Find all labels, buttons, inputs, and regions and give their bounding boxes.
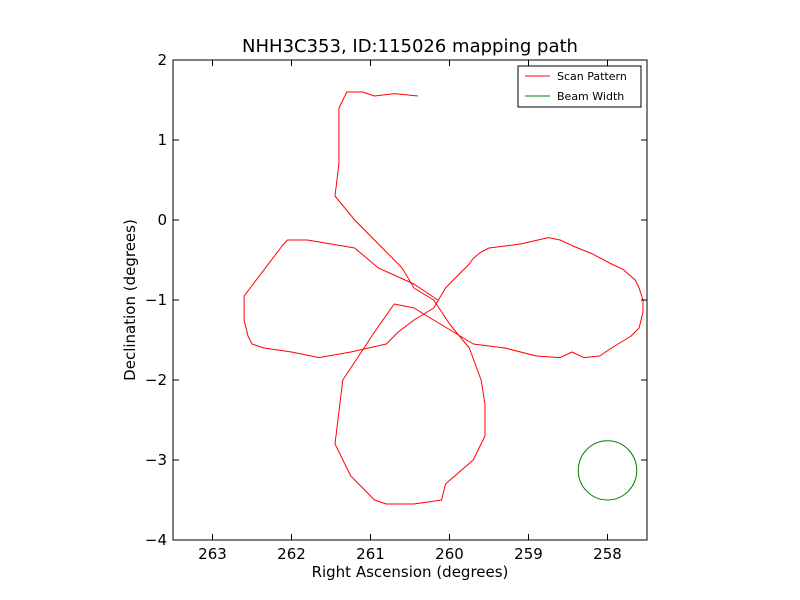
x-tick-label: 261	[356, 545, 385, 563]
y-tick-label: −1	[145, 291, 167, 309]
y-tick-label: −2	[145, 371, 167, 389]
legend-label-beam-width: Beam Width	[557, 90, 624, 103]
legend: Scan Pattern Beam Width	[517, 65, 642, 108]
x-tick-label: 259	[514, 545, 543, 563]
legend-box	[517, 65, 642, 108]
y-axis-label: Declination (degrees)	[121, 219, 139, 381]
series-layer	[243, 91, 644, 505]
y-tick-label: 1	[157, 131, 167, 149]
beam-width-circle	[577, 440, 638, 501]
y-axis-ticks: 2 1 0 −1 −2 −3 −4	[145, 51, 647, 549]
chart-title: NHH3C353, ID:115026 mapping path	[242, 36, 578, 57]
y-tick-label: −3	[145, 451, 167, 469]
x-axis-label: Right Ascension (degrees)	[312, 563, 509, 581]
x-tick-label: 260	[435, 545, 464, 563]
plot-area	[173, 60, 647, 540]
x-tick-label: 258	[593, 545, 622, 563]
y-tick-label: −4	[145, 531, 167, 549]
legend-label-scan-pattern: Scan Pattern	[557, 70, 627, 83]
x-tick-label: 263	[198, 545, 227, 563]
x-tick-label: 262	[277, 545, 306, 563]
y-tick-label: 2	[157, 51, 167, 69]
scan-pattern-line	[243, 91, 644, 505]
y-tick-label: 0	[157, 211, 167, 229]
x-axis-ticks: 263 262 261 260 259 258	[198, 60, 622, 563]
